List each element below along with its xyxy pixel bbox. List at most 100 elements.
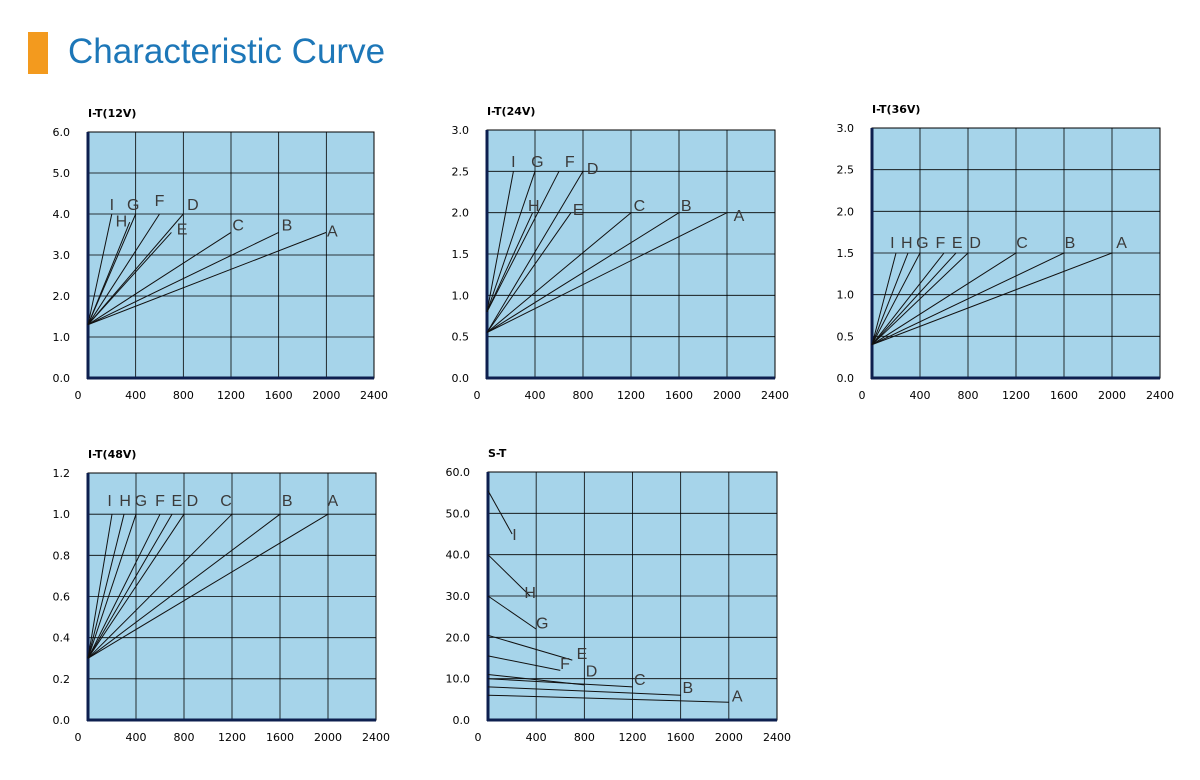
series-line-I	[486, 171, 514, 312]
y-tick-label: 2.0	[837, 205, 855, 218]
series-line-G	[486, 171, 536, 313]
series-label-E: E	[177, 222, 188, 239]
y-tick-label: 0.5	[837, 330, 855, 343]
y-tick-label: 2.0	[452, 207, 470, 220]
series-line-B	[87, 231, 279, 326]
series-line-H	[486, 212, 534, 313]
series-label-F: F	[565, 154, 575, 171]
x-tick-label: 0	[474, 389, 481, 402]
series-label-A: A	[732, 688, 743, 705]
series-label-A: A	[327, 224, 338, 241]
series-label-B: B	[282, 493, 293, 510]
series-label-H: H	[116, 213, 128, 230]
y-tick-label: 0.0	[53, 714, 71, 727]
chart-1: I-T(12V) 0.0 1.0 2.0 3.0 4.0 5.0 6.0 0 400 800 1200…	[53, 107, 389, 402]
y-tick-label: 0.0	[453, 714, 471, 727]
series-label-H: H	[901, 235, 913, 252]
series-line-E	[87, 513, 173, 659]
page-title: Characteristic Curve	[68, 32, 386, 71]
series-label-D: D	[587, 161, 599, 178]
x-tick-label: 400	[126, 731, 147, 744]
y-tick-label: 40.0	[446, 549, 471, 562]
series-line-D	[87, 213, 184, 326]
series-label-A: A	[327, 493, 338, 510]
y-tick-label: 60.0	[446, 466, 471, 479]
series-label-D: D	[586, 664, 598, 681]
y-tick-label: 3.0	[452, 124, 470, 137]
series-label-F: F	[155, 493, 165, 510]
series-label-F: F	[560, 656, 570, 673]
series-label-C: C	[634, 672, 646, 689]
series-label-A: A	[1116, 235, 1127, 252]
x-tick-label: 0	[475, 731, 482, 744]
series-line-E	[871, 252, 957, 346]
series-label-G: G	[531, 154, 543, 171]
y-tick-label: 0.8	[53, 549, 71, 562]
y-tick-label: 0.0	[53, 372, 71, 385]
series-line-F	[487, 655, 561, 671]
x-tick-label: 400	[526, 731, 547, 744]
x-tick-label: 2000	[715, 731, 743, 744]
x-tick-label: 0	[859, 389, 866, 402]
series-line-H	[487, 554, 531, 597]
series-label-B: B	[282, 217, 293, 234]
y-tick-label: 2.5	[837, 164, 855, 177]
y-tick-label: 1.2	[53, 467, 71, 480]
series-label-I: I	[512, 527, 516, 544]
x-tick-label: 2400	[761, 389, 789, 402]
series-line-E	[487, 634, 573, 661]
x-tick-label: 2400	[360, 389, 388, 402]
y-tick-label: 0.6	[53, 591, 71, 604]
series-line-A	[87, 231, 327, 326]
series-label-G: G	[916, 235, 928, 252]
series-label-D: D	[187, 493, 199, 510]
x-tick-label: 2000	[713, 389, 741, 402]
series-line-I	[487, 490, 513, 535]
series-label-I: I	[511, 154, 515, 171]
series-line-D	[87, 513, 185, 659]
x-tick-label: 2000	[1098, 389, 1126, 402]
series-line-F	[87, 513, 161, 659]
y-tick-label: 1.5	[452, 248, 470, 261]
title-accent-bar	[28, 32, 48, 74]
series-label-I: I	[890, 235, 894, 252]
y-tick-label: 1.0	[53, 508, 71, 521]
y-tick-label: 20.0	[446, 631, 471, 644]
series-line-F	[486, 171, 560, 313]
chart-title: I-T(24V)	[487, 105, 535, 118]
chart-2: I-T(24V) 0.0 0.5 1.0 1.5 2.0 2.5 3.0 0 400 800 1200…	[452, 105, 790, 402]
x-tick-label: 1200	[617, 389, 645, 402]
series-label-A: A	[734, 208, 745, 225]
x-tick-label: 1200	[217, 389, 245, 402]
y-tick-label: 5.0	[53, 167, 71, 180]
x-tick-label: 800	[173, 389, 194, 402]
x-tick-label: 0	[75, 389, 82, 402]
series-label-C: C	[232, 217, 244, 234]
x-tick-label: 1200	[1002, 389, 1030, 402]
series-line-A	[871, 252, 1113, 346]
series-label-H: H	[524, 585, 536, 602]
series-line-F	[87, 213, 160, 325]
series-label-D: D	[187, 197, 199, 214]
x-tick-label: 1200	[619, 731, 647, 744]
y-tick-label: 3.0	[53, 249, 71, 262]
y-tick-label: 0.4	[53, 632, 71, 645]
x-tick-label: 1600	[266, 731, 294, 744]
y-tick-label: 4.0	[53, 208, 71, 221]
x-tick-label: 1200	[218, 731, 246, 744]
series-label-G: G	[536, 616, 548, 633]
y-tick-label: 30.0	[446, 590, 471, 603]
y-tick-label: 1.5	[837, 247, 855, 260]
series-line-I	[87, 213, 113, 325]
series-label-E: E	[577, 646, 588, 663]
series-line-G	[487, 595, 537, 630]
series-line-G	[87, 514, 137, 659]
series-line-B	[87, 513, 281, 659]
y-tick-label: 6.0	[53, 126, 71, 139]
series-line-G	[871, 252, 921, 345]
series-line-D	[486, 171, 584, 333]
x-tick-label: 400	[125, 389, 146, 402]
series-label-E: E	[573, 202, 584, 219]
series-line-C	[87, 513, 233, 659]
